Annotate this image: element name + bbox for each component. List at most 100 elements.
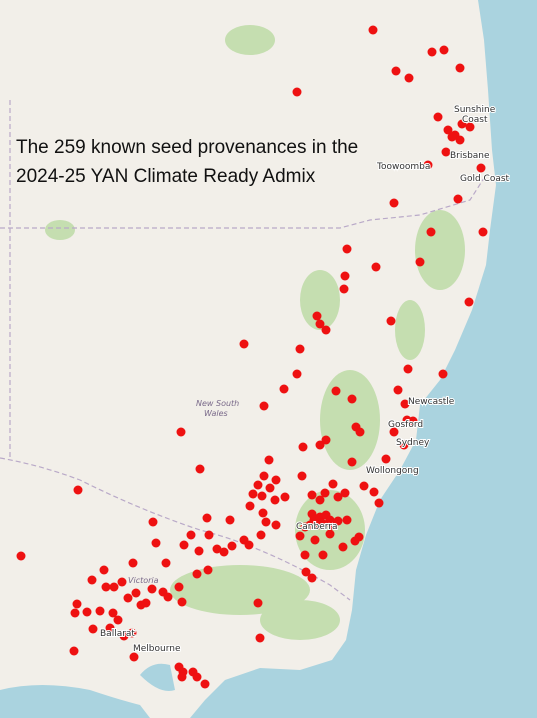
provenance-dot [478, 227, 488, 237]
provenance-dot [347, 394, 357, 404]
provenance-dot [194, 546, 204, 556]
provenance-dot [310, 535, 320, 545]
provenance-dot [271, 520, 281, 530]
place-label: Gosford [388, 420, 423, 430]
provenance-dot [99, 565, 109, 575]
provenance-dot [381, 454, 391, 464]
provenance-dot [292, 87, 302, 97]
provenance-dot [339, 284, 349, 294]
provenance-dot [113, 615, 123, 625]
provenance-dot [69, 646, 79, 656]
provenance-dot [400, 399, 410, 409]
provenance-dot [317, 518, 327, 528]
provenance-dot [328, 479, 338, 489]
provenance-dot [321, 325, 331, 335]
provenance-dot [219, 547, 229, 557]
state-border [0, 100, 487, 601]
provenance-dot [119, 631, 129, 641]
provenance-dot [200, 679, 210, 689]
provenance-dot [148, 517, 158, 527]
provenance-dot [203, 565, 213, 575]
provenance-dot [257, 491, 267, 501]
place-label: Gold Coast [460, 174, 510, 184]
provenance-dot [151, 538, 161, 548]
provenance-dot [186, 530, 196, 540]
sea-south [0, 685, 150, 718]
provenance-dot [464, 297, 474, 307]
provenance-dot [244, 540, 254, 550]
place-label: Toowoomba [376, 162, 430, 172]
provenance-dot [453, 194, 463, 204]
provenance-dot [441, 147, 451, 157]
provenance-dot [427, 47, 437, 57]
provenance-dot [315, 319, 325, 329]
provenance-dot [447, 132, 457, 142]
provenance-dot [227, 541, 237, 551]
provenance-dot [347, 457, 357, 467]
provenance-dot [438, 369, 448, 379]
place-label: Canberra [296, 522, 338, 532]
place-label: Brisbane [450, 151, 490, 161]
provenance-dot [443, 125, 453, 135]
provenance-dot [318, 550, 328, 560]
provenance-dot [340, 271, 350, 281]
provenance-dot [70, 608, 80, 618]
place-label: Coast [462, 115, 488, 125]
place-labels: Sunshine Coast Brisbane Toowoomba Gold C… [99, 104, 511, 655]
provenance-dot [368, 25, 378, 35]
place-label: Sunshine [454, 105, 496, 115]
state-label: New South [196, 399, 239, 408]
provenance-dot [279, 384, 289, 394]
provenance-dot [123, 593, 133, 603]
provenance-dot [371, 262, 381, 272]
provenance-dot [389, 198, 399, 208]
provenance-dot [292, 369, 302, 379]
provenance-dot [225, 515, 235, 525]
provenance-dot [355, 427, 365, 437]
provenance-dot [141, 598, 151, 608]
provenance-dot [315, 495, 325, 505]
provenance-dot [109, 582, 119, 592]
provenance-dot [391, 66, 401, 76]
provenance-dot [342, 515, 352, 525]
provenance-dot [333, 516, 343, 526]
provenance-dot [179, 540, 189, 550]
provenance-dot [312, 311, 322, 321]
provenance-dot [423, 160, 433, 170]
provenance-dot [177, 597, 187, 607]
provenance-dot [270, 495, 280, 505]
provenance-dot [161, 558, 171, 568]
provenance-dot [212, 544, 222, 554]
provenance-dot [105, 623, 115, 633]
provenance-dot [131, 588, 141, 598]
provenance-dot [408, 416, 418, 426]
provenance-dot [465, 122, 475, 132]
provenance-dot [457, 119, 467, 129]
title: The 259 known seed provenances in the [16, 137, 358, 158]
provenance-dot [163, 592, 173, 602]
provenance-dot [261, 517, 271, 527]
provenance-dot [315, 440, 325, 450]
provenance-dot [325, 529, 335, 539]
provenance-dot [259, 471, 269, 481]
place-label: Sydney [396, 438, 430, 448]
provenance-dot [72, 599, 82, 609]
provenance-dot [350, 536, 360, 546]
provenance-dot [87, 575, 97, 585]
provenance-dot [192, 569, 202, 579]
provenance-dot [73, 485, 83, 495]
provenance-dot [389, 427, 399, 437]
place-label: Melbourne [133, 644, 181, 654]
provenance-dot [174, 582, 184, 592]
provenance-dot [255, 633, 265, 643]
provenance-dot [386, 316, 396, 326]
state-label: Victoria [128, 576, 159, 585]
provenance-dot [298, 442, 308, 452]
provenance-dot [271, 475, 281, 485]
title: 2024-25 YAN Climate Ready Admix [16, 166, 316, 187]
provenance-dot [258, 508, 268, 518]
provenance-dot [202, 513, 212, 523]
provenance-dot [295, 344, 305, 354]
provenance-dot [280, 492, 290, 502]
